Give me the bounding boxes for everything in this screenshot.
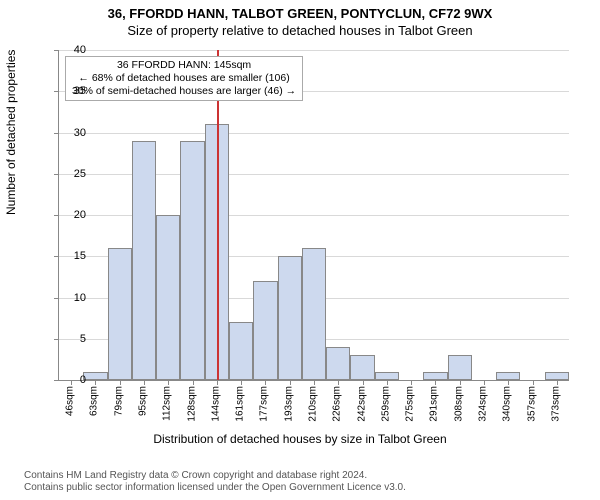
chart-plot-area: 36 FFORDD HANN: 145sqm ← 68% of detached… xyxy=(58,50,569,381)
histogram-bar xyxy=(108,248,132,380)
annotation-box: 36 FFORDD HANN: 145sqm ← 68% of detached… xyxy=(65,56,303,101)
footer-line2: Contains public sector information licen… xyxy=(24,482,406,494)
x-tick-label: 357sqm xyxy=(526,386,537,422)
title-line2: Size of property relative to detached ho… xyxy=(0,23,600,40)
histogram-bar xyxy=(302,248,326,380)
x-tick-label: 193sqm xyxy=(283,386,294,422)
y-tick-label: 15 xyxy=(56,250,86,262)
x-tick-label: 63sqm xyxy=(89,386,100,416)
histogram-bar xyxy=(229,322,253,380)
histogram-bar xyxy=(423,372,447,380)
x-tick-label: 79sqm xyxy=(113,386,124,416)
x-tick-label: 95sqm xyxy=(138,386,149,416)
annotation-line3: 30% of semi-detached houses are larger (… xyxy=(72,85,296,98)
x-tick-label: 373sqm xyxy=(550,386,561,422)
histogram-bar xyxy=(350,355,374,380)
y-tick-label: 0 xyxy=(56,374,86,386)
y-tick-label: 30 xyxy=(56,127,86,139)
y-tick-label: 25 xyxy=(56,168,86,180)
y-tick-label: 5 xyxy=(56,333,86,345)
y-tick-label: 10 xyxy=(56,292,86,304)
x-tick-label: 275sqm xyxy=(405,386,416,422)
x-tick-label: 210sqm xyxy=(308,386,319,422)
footer-line1: Contains HM Land Registry data © Crown c… xyxy=(24,470,406,482)
y-tick-label: 20 xyxy=(56,209,86,221)
histogram-bar xyxy=(253,281,277,380)
histogram-bar xyxy=(496,372,520,380)
histogram-bar xyxy=(326,347,350,380)
histogram-bar xyxy=(180,141,204,380)
y-axis-label: Number of detached properties xyxy=(4,50,18,215)
x-axis-label: Distribution of detached houses by size … xyxy=(0,432,600,446)
x-tick-label: 46sqm xyxy=(65,386,76,416)
histogram-bar xyxy=(448,355,472,380)
x-tick-label: 128sqm xyxy=(186,386,197,422)
histogram-bar xyxy=(545,372,569,380)
histogram-bar xyxy=(132,141,156,380)
histogram-bar xyxy=(278,256,302,380)
x-tick-label: 259sqm xyxy=(380,386,391,422)
x-tick-label: 324sqm xyxy=(478,386,489,422)
y-tick-label: 40 xyxy=(56,44,86,56)
x-tick-label: 291sqm xyxy=(429,386,440,422)
chart-title-block: 36, FFORDD HANN, TALBOT GREEN, PONTYCLUN… xyxy=(0,0,600,40)
annotation-line2: ← 68% of detached houses are smaller (10… xyxy=(72,72,296,85)
x-tick-label: 144sqm xyxy=(210,386,221,422)
x-tick-label: 177sqm xyxy=(259,386,270,422)
x-tick-label: 340sqm xyxy=(502,386,513,422)
footer-attribution: Contains HM Land Registry data © Crown c… xyxy=(24,470,406,494)
x-tick-label: 161sqm xyxy=(235,386,246,422)
x-tick-label: 308sqm xyxy=(453,386,464,422)
x-tick-label: 226sqm xyxy=(332,386,343,422)
title-line1: 36, FFORDD HANN, TALBOT GREEN, PONTYCLUN… xyxy=(0,6,600,23)
x-tick-label: 112sqm xyxy=(162,386,173,421)
histogram-bar xyxy=(83,372,107,380)
y-tick-label: 35 xyxy=(56,85,86,97)
x-tick-label: 242sqm xyxy=(356,386,367,422)
histogram-bar xyxy=(375,372,399,380)
histogram-bar xyxy=(156,215,180,380)
annotation-line1: 36 FFORDD HANN: 145sqm xyxy=(72,59,296,72)
